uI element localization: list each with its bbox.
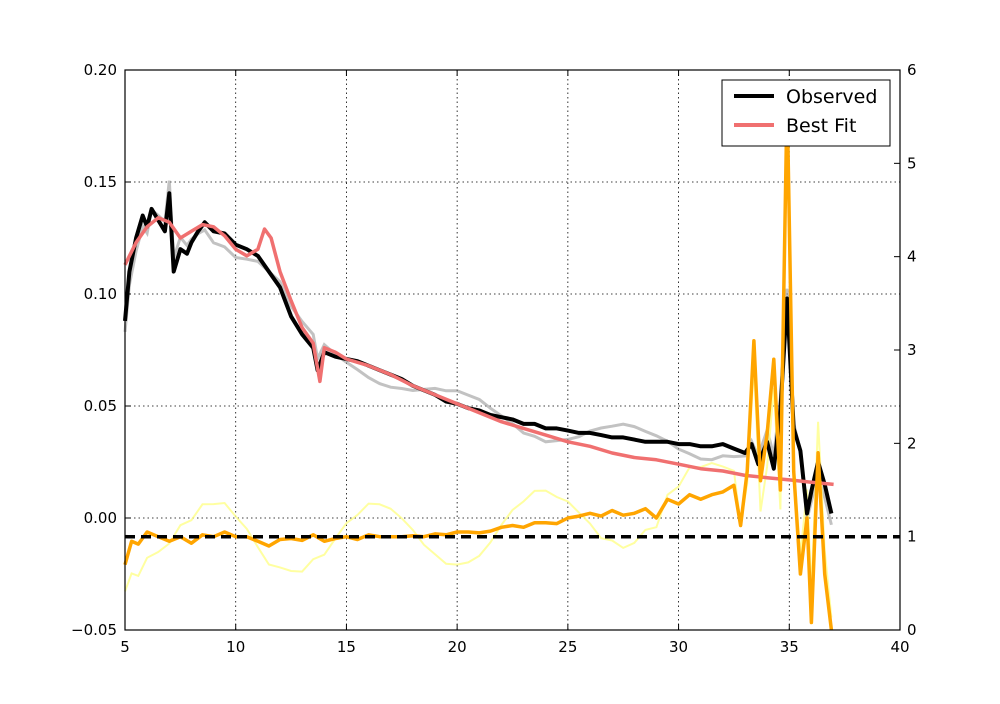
x-tick-label: 35: [780, 638, 799, 656]
y2-tick-label: 6: [907, 61, 917, 79]
x-tick-label: 25: [558, 638, 577, 656]
y2-tick-label: 5: [907, 154, 917, 172]
legend-label: Best Fit: [786, 115, 856, 137]
y2-tick-label: 2: [907, 434, 917, 452]
axes: 5 10 15 20 25 30 35 40−0.050.000.050.100.150.20…: [71, 61, 917, 656]
y-tick-label: 0.00: [84, 509, 117, 527]
series-best-fit: [123, 216, 834, 487]
y-tick-label: 0.10: [84, 285, 117, 303]
x-tick-label: 5: [120, 638, 130, 656]
y-tick-label: −0.05: [71, 621, 117, 639]
x-tick-label: 40: [890, 638, 909, 656]
y2-tick-label: 1: [907, 528, 917, 546]
x-tick-label: 20: [448, 638, 467, 656]
y-tick-label: 0.20: [84, 61, 117, 79]
x-tick-label: 10: [226, 638, 245, 656]
series-ratio: [123, 96, 834, 631]
legend: Observed Best Fit: [721, 79, 891, 147]
legend-label: Observed: [786, 86, 877, 108]
y-tick-label: 0.05: [84, 397, 117, 415]
y2-tick-label: 4: [907, 248, 917, 266]
legend-box: [721, 79, 891, 147]
x-tick-label: 15: [337, 638, 356, 656]
series-layer: [123, 96, 900, 631]
y2-tick-label: 3: [907, 341, 917, 359]
uncertainty-bands: [123, 104, 833, 618]
y-tick-label: 0.15: [84, 173, 117, 191]
ratio-noise-band: [124, 104, 833, 618]
x-tick-label: 30: [669, 638, 688, 656]
y2-tick-label: 0: [907, 621, 917, 639]
